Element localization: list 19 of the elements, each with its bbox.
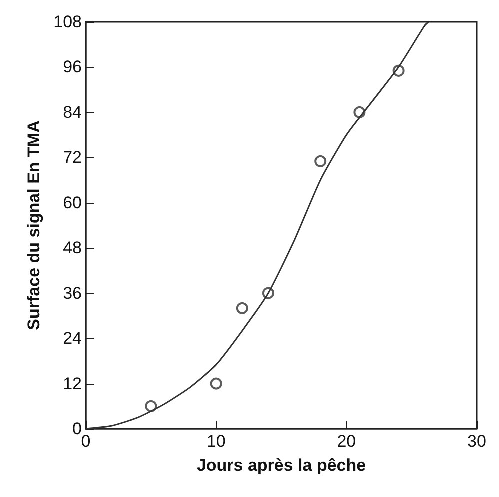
y-tick-label: 36 xyxy=(63,284,82,303)
x-tick-label: 10 xyxy=(206,432,226,451)
y-tick-label: 60 xyxy=(63,193,82,212)
point xyxy=(145,400,158,412)
y-tick-label: 48 xyxy=(63,238,82,258)
y-tick-label: 24 xyxy=(63,329,82,348)
point xyxy=(210,378,222,390)
point xyxy=(236,302,248,314)
y-tick-label: 12 xyxy=(63,374,82,394)
y-tick-label: 0 xyxy=(72,420,82,438)
x-tick-label: 20 xyxy=(337,432,356,451)
x-tick-label: 30 xyxy=(468,432,486,451)
y-tick-label: 96 xyxy=(63,58,82,77)
y-tick-label: 72 xyxy=(63,148,82,168)
point xyxy=(314,155,327,168)
y-tick-label: 84 xyxy=(63,102,82,122)
y-axis-title: Surface du signal En TMA xyxy=(24,120,44,330)
x-axis-title: Jours après la pêche xyxy=(196,456,366,475)
y-tick-label: 108 xyxy=(54,12,82,32)
